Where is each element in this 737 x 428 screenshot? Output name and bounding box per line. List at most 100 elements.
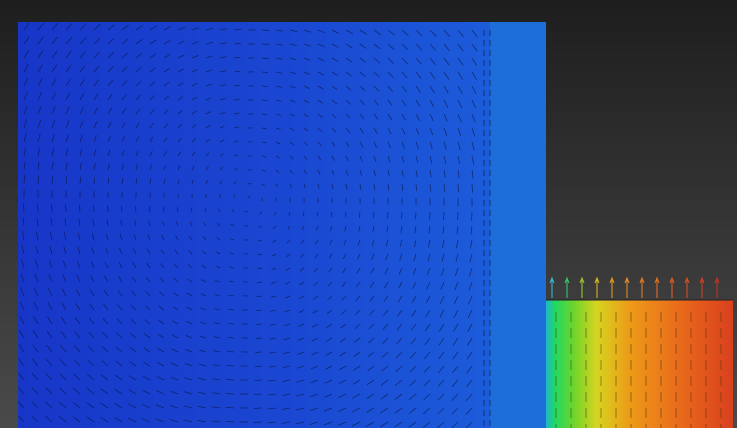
vector [79,162,82,171]
vector [130,304,137,311]
vector [261,71,269,73]
vector [37,22,44,31]
vector [32,358,39,367]
vector [114,417,123,423]
vector [219,153,224,157]
vector [205,69,213,73]
vector [287,225,291,230]
vector [37,175,40,185]
vector [131,276,137,283]
vector [64,218,67,227]
vector [45,387,53,395]
vector [87,359,95,367]
vector [275,155,280,159]
vector [452,365,459,374]
vector [65,176,68,185]
vector [105,247,109,255]
vector [415,155,419,164]
vector [283,351,291,355]
vector [163,67,170,73]
vector [65,120,70,129]
vector [368,337,375,344]
vector [177,82,184,87]
vector [269,323,277,326]
vector [267,407,277,410]
vector [141,403,151,409]
vector [340,323,347,329]
vector [149,95,155,101]
vector [359,57,367,63]
vector [443,99,449,108]
vector [120,219,123,227]
vector [359,99,365,106]
vector [381,365,389,372]
vector [329,239,333,245]
outlet-arrowhead [699,276,705,284]
vector [186,306,193,311]
vector [163,137,168,143]
vector [345,169,349,176]
vector [90,275,95,283]
vector [409,351,417,359]
vector [366,393,375,400]
vector [396,323,403,331]
vector [190,207,193,213]
vector [17,386,25,395]
vector [452,351,459,360]
vector [368,309,375,316]
vector [395,365,403,373]
vector [93,93,99,101]
vector [289,29,298,33]
vector [174,249,179,255]
vector [297,337,305,341]
vector [373,29,381,36]
vector [414,225,417,234]
vector [212,378,221,381]
vector [275,113,282,116]
vector [135,150,139,157]
vector [317,29,326,34]
vector [465,393,473,402]
vector [191,138,196,143]
vector [50,218,53,227]
vector [288,211,291,216]
vector [36,217,39,227]
vector [233,98,240,101]
vector [369,295,375,302]
vector [457,99,463,109]
vector [176,207,179,213]
vector [297,323,305,327]
vector [107,93,113,101]
vector [373,127,378,134]
vector [261,183,266,187]
vector [228,294,235,297]
vector [358,211,361,218]
vector [255,351,263,353]
vector [401,85,407,93]
vector [296,379,305,383]
vector [267,421,277,424]
vector [148,220,151,227]
vector [184,391,193,395]
vector [233,140,239,143]
vector [163,95,170,101]
vector [93,177,96,185]
vector [443,57,450,66]
vector [261,127,267,130]
vector [51,64,58,73]
vector [415,113,420,121]
vector [317,57,325,62]
vector [162,206,165,213]
vector [382,337,389,344]
vector [298,295,305,300]
vector [233,181,237,185]
vector [371,253,375,261]
vector [282,365,291,369]
vector [191,27,200,31]
vector [31,387,39,395]
vector [313,281,319,286]
vector [310,365,319,370]
outlet-arrowhead [684,276,690,284]
vector [212,392,221,395]
vector [186,292,193,297]
